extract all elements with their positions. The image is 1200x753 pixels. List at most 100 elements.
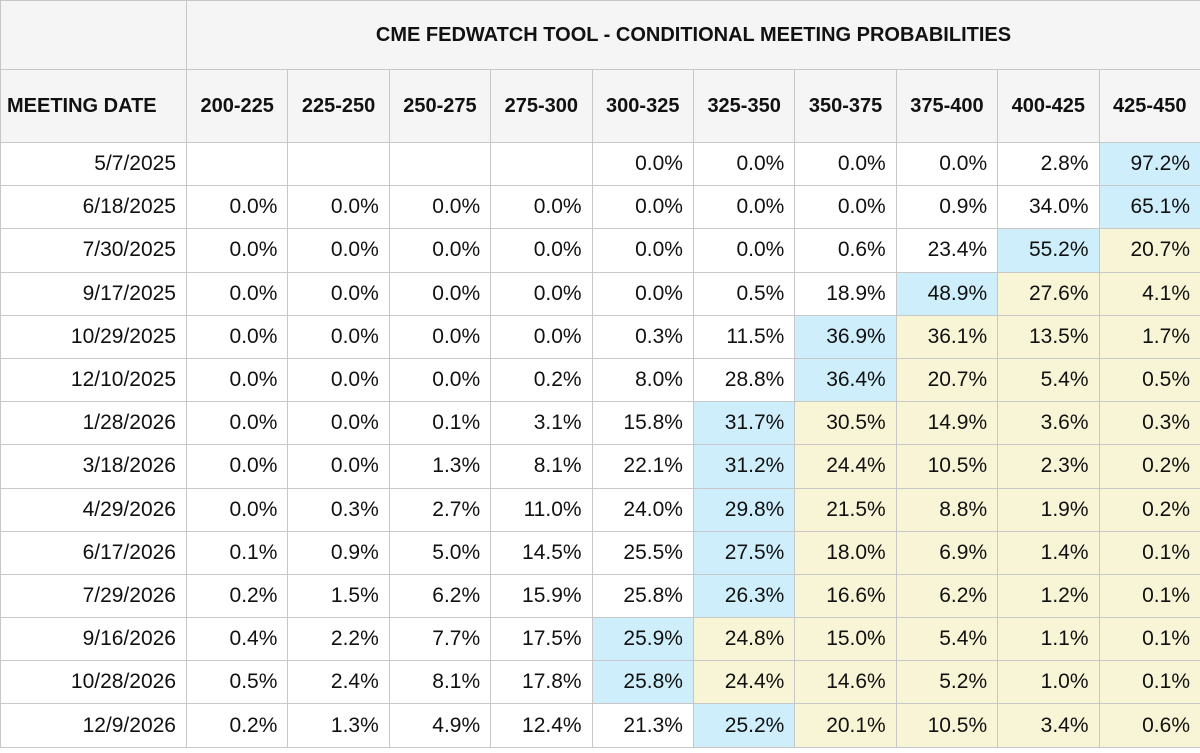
probability-cell: 0.0%: [388, 271, 492, 316]
meeting-date-cell: 4/29/2026: [0, 487, 187, 532]
title-row: CME FEDWATCH TOOL - CONDITIONAL MEETING …: [0, 0, 1200, 70]
probability-cell: 24.4%: [692, 660, 796, 705]
probability-cell: 0.3%: [591, 314, 694, 359]
probability-cell: 18.9%: [794, 271, 897, 316]
probability-cell: 20.7%: [895, 357, 999, 403]
probability-cell: 1.9%: [997, 487, 1100, 532]
probability-cell: 0.2%: [185, 573, 289, 619]
probability-cell: 7.7%: [388, 617, 492, 662]
meeting-date-cell: 7/30/2025: [0, 228, 187, 273]
probability-cell: 22.1%: [591, 444, 694, 489]
probability-cell: 21.3%: [591, 703, 694, 748]
probability-cell: 26.3%: [692, 573, 796, 619]
meeting-date-cell: 6/17/2026: [0, 530, 187, 575]
probability-cell: 0.5%: [185, 660, 289, 705]
probability-cell: 8.1%: [490, 444, 593, 489]
probability-cell: 5.0%: [388, 530, 492, 575]
probability-cell: 0.0%: [591, 271, 694, 316]
probability-cell: 11.5%: [692, 314, 796, 359]
meeting-date-header: MEETING DATE: [0, 69, 187, 143]
probability-cell: 0.0%: [185, 487, 289, 532]
probability-cell: 0.0%: [490, 185, 593, 230]
probability-cell: 0.1%: [185, 530, 289, 575]
probability-cell: 0.0%: [287, 228, 390, 273]
table-row: 7/30/2025 0.0% 0.0% 0.0% 0.0% 0.0% 0.0% 0.6% 23.…: [0, 228, 1200, 273]
probability-cell: 14.6%: [794, 660, 897, 705]
meeting-date-cell: 9/16/2026: [0, 617, 187, 662]
probability-cell: 0.0%: [388, 228, 492, 273]
column-header-row: MEETING DATE 200-225 225-250 250-275 275-30…: [0, 69, 1200, 143]
probability-cell: 27.6%: [997, 271, 1100, 316]
probability-cell: 97.2%: [1098, 141, 1200, 187]
probability-cell: 48.9%: [895, 271, 999, 316]
probability-cell: 0.0%: [185, 271, 289, 316]
meeting-date-cell: 12/10/2025: [0, 357, 187, 403]
probability-cell: 20.7%: [1098, 228, 1200, 273]
meeting-date-cell: 12/9/2026: [0, 703, 187, 748]
probability-cell: 6.2%: [388, 573, 492, 619]
meeting-date-cell: 5/7/2025: [0, 141, 187, 187]
probability-cell: 15.8%: [591, 401, 694, 446]
probability-cell: 2.8%: [997, 141, 1100, 187]
probability-cell: 0.0%: [185, 444, 289, 489]
probability-cell: 34.0%: [997, 185, 1100, 230]
probability-cell: 20.1%: [794, 703, 897, 748]
probability-cell: 25.8%: [591, 660, 694, 705]
probability-cell: 0.2%: [1098, 444, 1200, 489]
probability-cell: [185, 141, 289, 187]
probability-cell: 55.2%: [997, 228, 1100, 273]
probability-cell: 0.0%: [692, 185, 796, 230]
probability-cell: 27.5%: [692, 530, 796, 575]
table-row: 6/18/2025 0.0% 0.0% 0.0% 0.0% 0.0% 0.0% 0.0% 0.9…: [0, 185, 1200, 230]
probability-cell: 0.1%: [1098, 660, 1200, 705]
rate-bucket-header: 200-225: [185, 69, 289, 143]
probability-cell: 24.0%: [591, 487, 694, 532]
probability-cell: 0.0%: [287, 401, 390, 446]
probability-cell: 0.0%: [591, 141, 694, 187]
probability-cell: 14.9%: [895, 401, 999, 446]
probability-cell: 36.9%: [794, 314, 897, 359]
probability-cell: 1.7%: [1098, 314, 1200, 359]
rate-bucket-header: 250-275: [388, 69, 492, 143]
probability-cell: 13.5%: [997, 314, 1100, 359]
probability-cell: 1.2%: [997, 573, 1100, 619]
table-row: 12/10/2025 0.0% 0.0% 0.0% 0.2% 8.0% 28.8% 36.4%…: [0, 357, 1200, 403]
probability-cell: 0.5%: [1098, 357, 1200, 403]
probability-cell: 10.5%: [895, 444, 999, 489]
probability-cell: 0.0%: [287, 444, 390, 489]
probability-cell: 0.0%: [388, 314, 492, 359]
table-title: CME FEDWATCH TOOL - CONDITIONAL MEETING …: [186, 0, 1200, 70]
meeting-date-cell: 7/29/2026: [0, 573, 187, 619]
probability-cell: 25.8%: [591, 573, 694, 619]
probability-cell: 0.9%: [895, 185, 999, 230]
probability-cell: 21.5%: [794, 487, 897, 532]
probability-cell: 0.6%: [794, 228, 897, 273]
probability-cell: 0.0%: [388, 357, 492, 403]
meeting-date-cell: 3/18/2026: [0, 444, 187, 489]
probability-cell: 0.0%: [490, 271, 593, 316]
probability-cell: 1.1%: [997, 617, 1100, 662]
probability-cell: 0.0%: [490, 228, 593, 273]
probability-cell: 31.2%: [692, 444, 796, 489]
rate-bucket-header: 300-325: [591, 69, 694, 143]
probability-cell: 8.0%: [591, 357, 694, 403]
probability-cell: 5.4%: [997, 357, 1100, 403]
probability-cell: 6.2%: [895, 573, 999, 619]
meeting-date-cell: 10/28/2026: [0, 660, 187, 705]
probability-cell: 0.1%: [1098, 530, 1200, 575]
probability-cell: 15.9%: [490, 573, 593, 619]
probability-cell: 1.3%: [287, 703, 390, 748]
probability-cell: 23.4%: [895, 228, 999, 273]
probability-cell: 0.5%: [692, 271, 796, 316]
probability-cell: 0.0%: [794, 141, 897, 187]
rate-bucket-header: 325-350: [692, 69, 796, 143]
table-row: 3/18/2026 0.0% 0.0% 1.3% 8.1% 22.1% 31.2% 24.4%…: [0, 444, 1200, 489]
probability-cell: 24.4%: [794, 444, 897, 489]
table-row: 10/28/2026 0.5% 2.4% 8.1% 17.8% 25.8% 24.4% 14.…: [0, 660, 1200, 705]
probability-cell: 2.3%: [997, 444, 1100, 489]
probability-cell: 8.8%: [895, 487, 999, 532]
table-row: 9/16/2026 0.4% 2.2% 7.7% 17.5% 25.9% 24.8% 15.0…: [0, 617, 1200, 662]
rate-bucket-header: 425-450: [1098, 69, 1200, 143]
probability-cell: 0.0%: [185, 228, 289, 273]
probability-cell: 2.7%: [388, 487, 492, 532]
